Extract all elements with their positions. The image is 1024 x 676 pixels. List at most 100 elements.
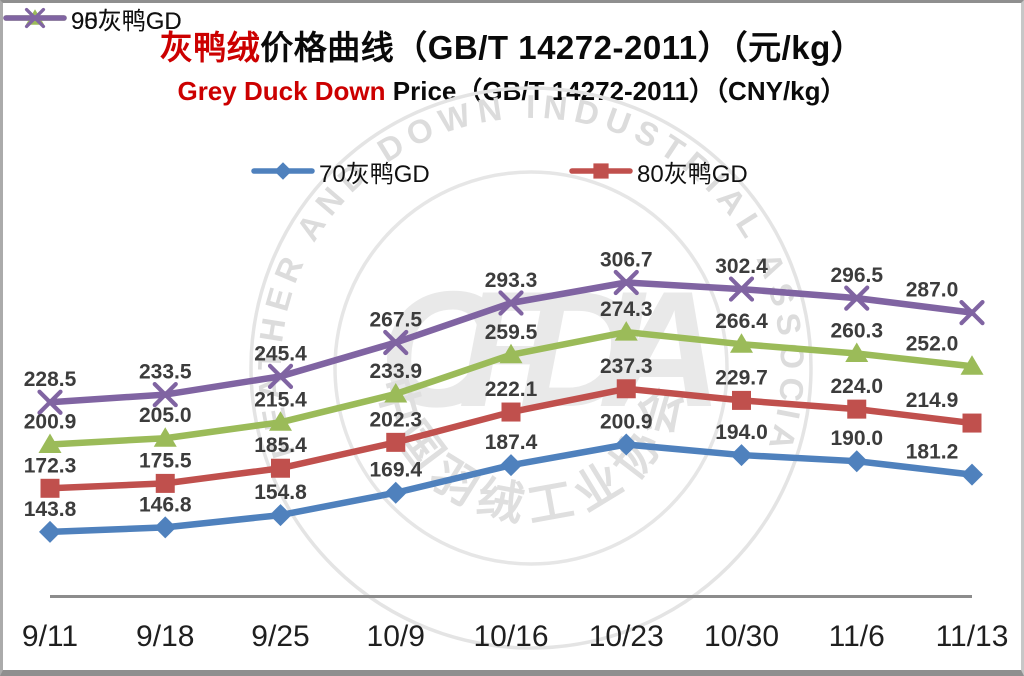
data-label: 215.4 — [254, 388, 307, 411]
data-point-marker-x — [498, 290, 524, 316]
data-point-marker-diamond — [500, 454, 522, 477]
legend-item-95: 95灰鸭GD — [3, 3, 182, 35]
legend-label-70: 70灰鸭GD — [319, 160, 430, 188]
data-point-marker-square — [271, 458, 290, 478]
data-point-marker-x — [152, 381, 178, 408]
data-label: 252.0 — [906, 332, 959, 355]
data-label: 237.3 — [600, 355, 653, 378]
data-label: 169.4 — [369, 459, 422, 482]
data-label: 190.0 — [830, 427, 883, 450]
data-point-marker-diamond — [39, 520, 61, 543]
data-point-marker-triangle — [614, 321, 638, 341]
data-point-marker-x — [24, 7, 46, 29]
x-axis-label: 10/9 — [367, 620, 425, 653]
data-label: 233.5 — [139, 361, 192, 384]
data-label: 146.8 — [139, 493, 192, 516]
data-point-marker-triangle — [730, 333, 753, 353]
data-point-marker-square — [593, 163, 609, 179]
x-axis-label: 9/11 — [22, 620, 78, 653]
legend-label-90: 90灰鸭GD — [71, 7, 182, 35]
data-point-marker-square — [386, 432, 406, 452]
data-point-marker-triangle — [153, 427, 177, 447]
data-point-marker-square — [501, 402, 521, 422]
data-point-marker-diamond — [961, 463, 983, 486]
data-label: 296.5 — [830, 264, 883, 287]
chart-canvas: FEATHER AND DOWN INDUSTRIAL ASSOCIATION … — [3, 3, 1009, 653]
data-point-marker-diamond — [384, 481, 407, 504]
watermark-inner-ring — [333, 170, 729, 566]
data-point-marker-square — [40, 478, 60, 498]
legend-item-80: 80灰鸭GD — [569, 156, 748, 188]
data-label: 267.5 — [369, 309, 422, 332]
data-label: 175.5 — [139, 449, 192, 472]
data-point-marker-x — [613, 269, 639, 296]
data-point-marker-square — [616, 379, 636, 399]
x-axis-label: 9/18 — [136, 620, 194, 653]
data-point-marker-x — [844, 285, 870, 311]
data-point-marker-x — [267, 363, 294, 389]
plot-area: 9/11 9/18 9/25 10/9 10/16 10/23 10/30 11/6 11/13… — [22, 248, 1009, 653]
data-label: 293.3 — [485, 269, 538, 292]
data-label: 306.7 — [600, 248, 653, 271]
data-label: 143.8 — [24, 498, 77, 521]
data-label: 245.4 — [254, 342, 307, 365]
page-title-highlight: 灰鸭绒 — [159, 29, 261, 66]
watermark-outer-ring — [249, 86, 813, 650]
data-point-marker-triangle — [384, 382, 408, 403]
page-title: 灰鸭绒价格曲线（GB/T 14272-2011）（元/kg） — [3, 21, 1021, 69]
page-subtitle-highlight: Grey Duck Down — [177, 76, 386, 106]
x-axis-label: 9/25 — [251, 620, 309, 653]
legend-swatch-95 — [3, 7, 67, 29]
data-point-marker-diamond — [845, 450, 868, 473]
data-label: 200.9 — [600, 410, 653, 433]
data-point-marker-square — [155, 473, 175, 493]
data-label: 214.9 — [906, 389, 959, 412]
data-point-marker-diamond — [730, 444, 753, 467]
data-label: 233.9 — [369, 360, 422, 383]
x-axis-label: 11/6 — [829, 620, 885, 653]
data-label: 185.4 — [254, 434, 307, 457]
data-label: 228.5 — [24, 368, 77, 391]
data-label: 224.0 — [830, 375, 883, 398]
data-label: 259.5 — [485, 321, 538, 344]
data-point-marker-diamond — [269, 504, 292, 527]
data-point-marker-x — [383, 329, 409, 356]
data-label: 181.2 — [906, 441, 959, 464]
data-point-marker-triangle — [499, 343, 523, 364]
data-label: 229.7 — [715, 366, 768, 389]
data-point-marker-diamond — [274, 162, 292, 180]
data-label: 202.3 — [369, 408, 422, 431]
data-label: 302.4 — [715, 255, 768, 278]
legend-item-70: 70灰鸭GD — [251, 156, 430, 188]
data-point-marker-x — [37, 389, 63, 415]
data-label: 222.1 — [485, 378, 538, 401]
data-point-marker-triangle — [960, 355, 984, 375]
x-axis-label: 10/30 — [704, 620, 779, 653]
data-point-marker-diamond — [154, 516, 177, 539]
data-point-marker-x — [728, 276, 755, 302]
data-label: 194.0 — [715, 421, 768, 444]
data-label: 154.8 — [254, 481, 307, 504]
page-title-rest: 价格曲线（GB/T 14272-2011）（元/kg） — [260, 29, 865, 66]
legend-swatch-70 — [251, 162, 315, 180]
data-label: 260.3 — [830, 320, 883, 343]
data-label: 287.0 — [906, 279, 959, 302]
data-point-marker-square — [962, 413, 982, 433]
data-label: 205.0 — [139, 404, 192, 427]
data-point-marker-triangle — [38, 433, 62, 453]
legend-label-80: 80灰鸭GD — [637, 160, 748, 188]
legend-swatch-80 — [569, 163, 633, 179]
data-point-marker-diamond — [615, 433, 638, 456]
x-axis-label: 10/23 — [589, 620, 664, 653]
data-point-marker-triangle — [269, 411, 292, 431]
data-point-marker-triangle — [845, 342, 869, 363]
data-point-marker-square — [847, 399, 867, 419]
data-label: 266.4 — [715, 310, 768, 333]
data-point-marker-square — [732, 390, 751, 410]
data-label: 187.4 — [485, 431, 538, 454]
data-point-marker-x — [959, 300, 985, 326]
x-axis-label: 10/16 — [473, 620, 548, 653]
legend-label-95: 95灰鸭GD — [71, 7, 182, 35]
data-label: 172.3 — [24, 454, 77, 477]
